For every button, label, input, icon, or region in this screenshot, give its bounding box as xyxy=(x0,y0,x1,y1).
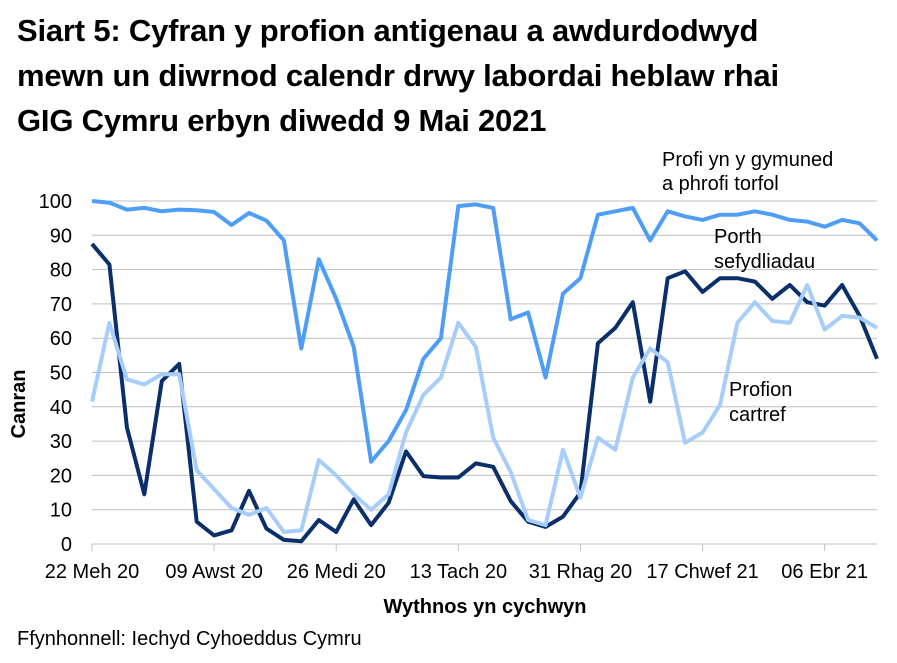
y-axis-title: Canran xyxy=(8,370,30,439)
annotation-institutions-line-2: sefydliadau xyxy=(714,251,815,273)
x-tick-label: 09 Awst 20 xyxy=(165,561,262,583)
series-home-testing xyxy=(90,283,879,534)
y-tick-label: 20 xyxy=(50,465,72,487)
chart-title-line-2: mewn un diwrnod calendr drwy labordai he… xyxy=(17,58,779,93)
annotation-home-line-2: cartref xyxy=(729,404,786,426)
annotation-institutions-line-1: Porth xyxy=(714,226,762,248)
y-tick-label: 10 xyxy=(50,500,72,522)
annotation-community-line-1: Profi yn y gymuned xyxy=(662,149,833,171)
x-tick-label: 31 Rhag 20 xyxy=(529,561,632,583)
x-tick-label: 17 Chwef 21 xyxy=(646,561,758,583)
y-tick-label: 80 xyxy=(50,260,72,282)
y-tick-label: 30 xyxy=(50,431,72,453)
chart-title-line-1: Siart 5: Cyfran y profion antigenau a aw… xyxy=(17,13,759,48)
y-tick-label: 0 xyxy=(61,534,72,556)
x-tick-label: 22 Meh 20 xyxy=(45,561,140,583)
y-axis-ticks: 0 10 20 30 40 50 60 70 80 90 100 xyxy=(39,191,72,556)
annotation-home-line-1: Profion xyxy=(729,379,792,401)
source-note: Ffynhonnell: Iechyd Cyhoeddus Cymru xyxy=(17,628,362,650)
y-tick-label: 90 xyxy=(50,225,72,247)
y-tick-label: 100 xyxy=(39,191,72,213)
x-tick-label: 13 Tach 20 xyxy=(410,561,508,583)
gridlines xyxy=(92,200,877,545)
x-axis: 22 Meh 20 09 Awst 20 26 Medi 20 13 Tach 20 3… xyxy=(45,544,868,583)
y-tick-label: 50 xyxy=(50,363,72,385)
annotation-community-line-2: a phrofi torfol xyxy=(662,173,779,195)
series-community-testing xyxy=(91,199,879,464)
y-tick-label: 60 xyxy=(50,328,72,350)
y-tick-label: 70 xyxy=(50,294,72,316)
chart-title-line-3: GIG Cymru erbyn diwedd 9 Mai 2021 xyxy=(17,103,547,138)
x-tick-label: 26 Medi 20 xyxy=(287,561,386,583)
x-axis-title: Wythnos yn cychwyn xyxy=(383,596,586,618)
series-institutions-portal xyxy=(90,242,879,544)
series-lines xyxy=(90,199,879,544)
x-tick-label: 06 Ebr 21 xyxy=(781,561,868,583)
y-tick-label: 40 xyxy=(50,397,72,419)
chart-title: Siart 5: Cyfran y profion antigenau a aw… xyxy=(17,8,887,143)
